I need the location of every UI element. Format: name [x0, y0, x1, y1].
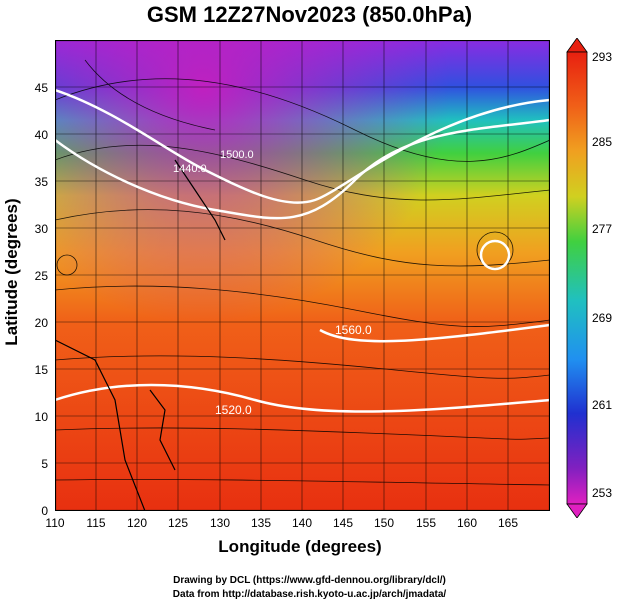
y-tick-label: 30 [34, 222, 48, 236]
y-tick-label: 10 [34, 410, 48, 424]
x-tick-label: 140 [291, 516, 313, 530]
y-tick-label: 0 [41, 504, 48, 518]
chart-title: GSM 12Z27Nov2023 (850.0hPa) [146, 2, 473, 27]
coastlines [55, 159, 226, 511]
y-tick-label: 20 [34, 316, 48, 330]
streamlines [55, 59, 550, 486]
cold-anomaly [55, 40, 550, 511]
x-tick-label: 110 [45, 516, 65, 530]
colorbar-tick-label: 285 [592, 135, 613, 149]
contour-label: 1440.0 [173, 163, 207, 175]
colorbar-tick-label: 261 [592, 398, 613, 412]
y-tick-label: 5 [41, 457, 48, 471]
contour-label: 1520.0 [215, 403, 252, 417]
x-tick-label: 150 [373, 516, 395, 530]
x-tick-label: 130 [209, 516, 231, 530]
contour-label: 1500.0 [220, 149, 254, 161]
x-tick-label: 160 [456, 516, 478, 530]
x-tick-label: 135 [250, 516, 272, 530]
y-tick-label: 15 [34, 363, 48, 377]
colorbar-tick-label: 277 [592, 222, 613, 236]
plot-frame [55, 40, 550, 511]
footer-credit-data: Data from http://database.rish.kyoto-u.a… [172, 589, 447, 600]
x-tick-label: 125 [167, 516, 189, 530]
height-contours [55, 88, 550, 413]
x-tick-label: 120 [126, 516, 148, 530]
grid-lines [55, 40, 550, 511]
colorbar [566, 38, 588, 518]
y-axis-label: Latitude (degrees) [2, 198, 21, 346]
map-plot: 1440.0 1500.0 1560.0 1520.0 [55, 40, 550, 511]
y-tick-label: 35 [34, 175, 48, 189]
footer-credit-drawing: Drawing by DCL (https://www.gfd-dennou.o… [173, 575, 446, 586]
contour-label: 1560.0 [335, 323, 372, 337]
colorbar-tick-label: 269 [592, 311, 613, 325]
x-tick-label: 165 [497, 516, 519, 530]
colorbar-tick-label: 293 [592, 50, 613, 64]
x-tick-label: 115 [86, 516, 106, 530]
y-tick-label: 45 [34, 81, 48, 95]
x-tick-label: 155 [415, 516, 437, 530]
x-tick-label: 145 [332, 516, 354, 530]
y-tick-label: 25 [34, 269, 48, 283]
colorbar-tick-label: 253 [592, 486, 613, 500]
x-axis-label: Longitude (degrees) [218, 537, 382, 556]
y-tick-label: 40 [34, 128, 48, 142]
